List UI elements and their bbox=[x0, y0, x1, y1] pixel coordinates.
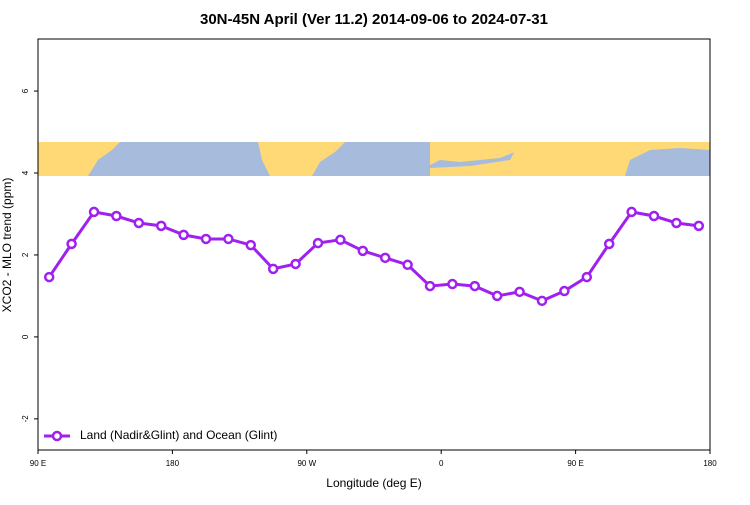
point bbox=[648, 210, 660, 222]
point bbox=[245, 239, 257, 251]
point bbox=[133, 217, 145, 229]
point bbox=[357, 245, 369, 257]
point bbox=[43, 271, 55, 283]
point bbox=[290, 258, 301, 270]
point bbox=[424, 280, 436, 292]
point bbox=[88, 206, 100, 218]
x-tick-label: 90 W bbox=[297, 459, 316, 468]
x-tick-label: 90 E bbox=[567, 459, 583, 468]
point bbox=[536, 295, 548, 307]
point bbox=[693, 220, 705, 232]
point bbox=[379, 252, 391, 264]
x-tick-label: 90 E bbox=[30, 459, 46, 468]
x-tick-label: 180 bbox=[703, 459, 717, 468]
series-line bbox=[47, 210, 699, 303]
chart-title: 30N-45N April (Ver 11.2) 2014-09-06 to 2… bbox=[200, 11, 548, 28]
point bbox=[514, 286, 525, 298]
y-tick-label: 4 bbox=[21, 170, 30, 175]
x-axis-label: Longitude (deg E) bbox=[326, 476, 421, 490]
point bbox=[178, 229, 189, 241]
plot-frame bbox=[37, 38, 711, 451]
point bbox=[559, 285, 570, 297]
x-tick-label: 0 bbox=[439, 459, 444, 468]
point bbox=[626, 206, 637, 218]
map-band bbox=[38, 142, 710, 176]
point bbox=[335, 234, 346, 246]
point bbox=[603, 238, 615, 250]
point bbox=[491, 290, 503, 302]
point bbox=[312, 237, 324, 249]
point bbox=[267, 263, 279, 275]
point bbox=[155, 220, 167, 232]
point bbox=[111, 210, 122, 222]
y-axis-label: XCO2 - MLO trend (ppm) bbox=[0, 178, 14, 313]
legend-label: Land (Nadir&Glint) and Ocean (Glint) bbox=[80, 428, 277, 442]
y-tick-label: -2 bbox=[21, 415, 30, 423]
x-tick-label: 180 bbox=[166, 459, 180, 468]
point bbox=[223, 233, 234, 245]
y-tick-label: 6 bbox=[21, 88, 30, 93]
point bbox=[66, 238, 77, 250]
y-tick-label: 0 bbox=[21, 334, 30, 339]
point bbox=[402, 259, 413, 271]
point bbox=[200, 233, 212, 245]
legend-marker bbox=[51, 430, 63, 442]
point bbox=[581, 271, 593, 283]
point bbox=[447, 278, 458, 290]
point bbox=[469, 280, 481, 292]
point bbox=[671, 217, 682, 229]
y-tick-label: 2 bbox=[21, 252, 30, 257]
